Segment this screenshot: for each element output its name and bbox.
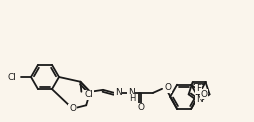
Text: O: O: [164, 83, 171, 92]
Text: Cl: Cl: [7, 72, 16, 81]
Text: O: O: [164, 83, 171, 92]
Text: O: O: [138, 103, 145, 112]
Text: N: N: [128, 88, 135, 97]
Text: O: O: [138, 103, 145, 112]
Text: Cl: Cl: [84, 90, 93, 99]
Text: O: O: [201, 90, 208, 99]
Text: F: F: [196, 84, 201, 93]
Text: N: N: [196, 95, 202, 104]
Text: O: O: [69, 104, 76, 113]
Text: H: H: [129, 94, 135, 103]
Text: O: O: [69, 104, 76, 113]
Text: N: N: [115, 88, 122, 97]
